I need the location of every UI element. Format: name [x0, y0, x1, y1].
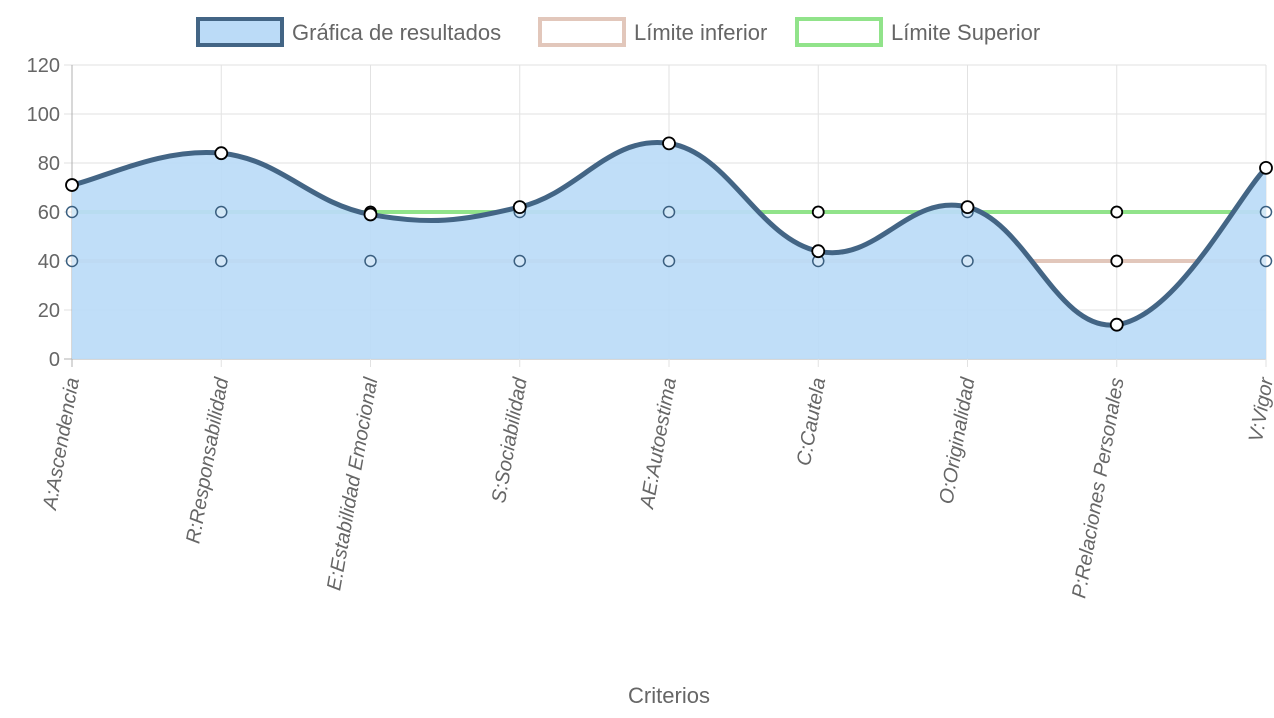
point-limite-superior: [65, 205, 79, 219]
x-tick-label: P:Relaciones Personales: [1068, 376, 1128, 600]
point-resultados: [512, 200, 527, 215]
y-tick-label: 40: [38, 251, 60, 273]
x-tick-label: R:Responsabilidad: [182, 375, 233, 545]
legend-swatch: [196, 17, 284, 47]
point-limite-inferior: [961, 254, 974, 268]
y-tick-label: 60: [38, 202, 60, 224]
point-limite-superior: [662, 205, 676, 219]
point-limite-superior: [1259, 205, 1273, 219]
point-resultados: [960, 200, 975, 215]
y-axis-ticks: 0 20 40 60 80 100 120: [27, 55, 60, 371]
legend-label: Límite Superior: [891, 20, 1040, 45]
legend-label: Límite inferior: [634, 20, 767, 45]
legend[interactable]: Gráfica de resultados Límite inferior Lími…: [196, 17, 1040, 47]
x-tick-label: AE:Autoestima: [636, 376, 681, 511]
legend-swatch: [538, 17, 626, 47]
y-tick-label: 120: [27, 55, 60, 77]
point-limite-inferior: [215, 254, 228, 268]
point-resultados: [65, 178, 79, 192]
legend-item-limite-inferior[interactable]: Límite inferior: [538, 17, 767, 47]
x-tick-label: S:Sociabilidad: [488, 375, 532, 505]
series-layer: [65, 136, 1273, 359]
x-tick-label: O:Originalidad: [936, 375, 980, 506]
series-line-resultados: [71, 140, 1268, 328]
point-limite-inferior: [513, 254, 526, 268]
x-axis-ticks: A:Ascendencia R:Responsabilidad E:Estabili…: [39, 375, 1274, 600]
point-limite-inferior: [1259, 254, 1273, 268]
y-tick-label: 100: [27, 104, 60, 126]
legend-label: Gráfica de resultados: [292, 20, 501, 45]
y-tick-label: 80: [38, 153, 60, 175]
point-resultados: [811, 244, 826, 259]
x-tick-label: A:Ascendencia: [39, 376, 84, 512]
point-limite-superior: [811, 205, 825, 219]
legend-item-limite-superior[interactable]: Límite Superior: [795, 17, 1040, 47]
point-resultados: [662, 136, 676, 151]
legend-item-resultados[interactable]: Gráfica de resultados: [196, 17, 501, 47]
y-tick-label: 0: [49, 349, 60, 371]
x-tick-label: V:Vigor: [1245, 375, 1274, 444]
point-resultados: [363, 207, 378, 222]
point-limite-superior: [215, 205, 228, 219]
point-limite-inferior: [364, 254, 377, 268]
series-area-resultados: [72, 142, 1266, 359]
x-tick-label: C:Cautela: [793, 376, 830, 467]
x-axis-title: Criterios: [628, 683, 710, 708]
point-limite-inferior: [1110, 254, 1124, 268]
point-resultados: [1259, 160, 1273, 175]
point-resultados: [214, 146, 229, 161]
legend-swatch: [795, 17, 883, 47]
point-limite-inferior: [662, 254, 676, 268]
y-tick-label: 20: [38, 300, 60, 322]
x-tick-label: E:Estabilidad Emocional: [323, 376, 382, 593]
point-resultados: [1109, 317, 1124, 332]
point-limite-superior: [1110, 205, 1124, 219]
point-limite-inferior: [65, 254, 79, 268]
